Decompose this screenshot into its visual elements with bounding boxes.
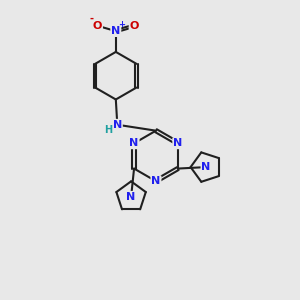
Text: O: O: [93, 21, 102, 31]
Text: N: N: [113, 120, 122, 130]
Text: H: H: [104, 125, 112, 135]
Text: O: O: [130, 21, 139, 31]
Text: N: N: [201, 162, 211, 172]
Text: N: N: [111, 26, 120, 36]
Text: N: N: [127, 192, 136, 202]
Text: N: N: [173, 138, 182, 148]
Text: +: +: [118, 20, 125, 29]
Text: N: N: [151, 176, 160, 186]
Text: -: -: [89, 14, 93, 24]
Text: N: N: [129, 138, 139, 148]
